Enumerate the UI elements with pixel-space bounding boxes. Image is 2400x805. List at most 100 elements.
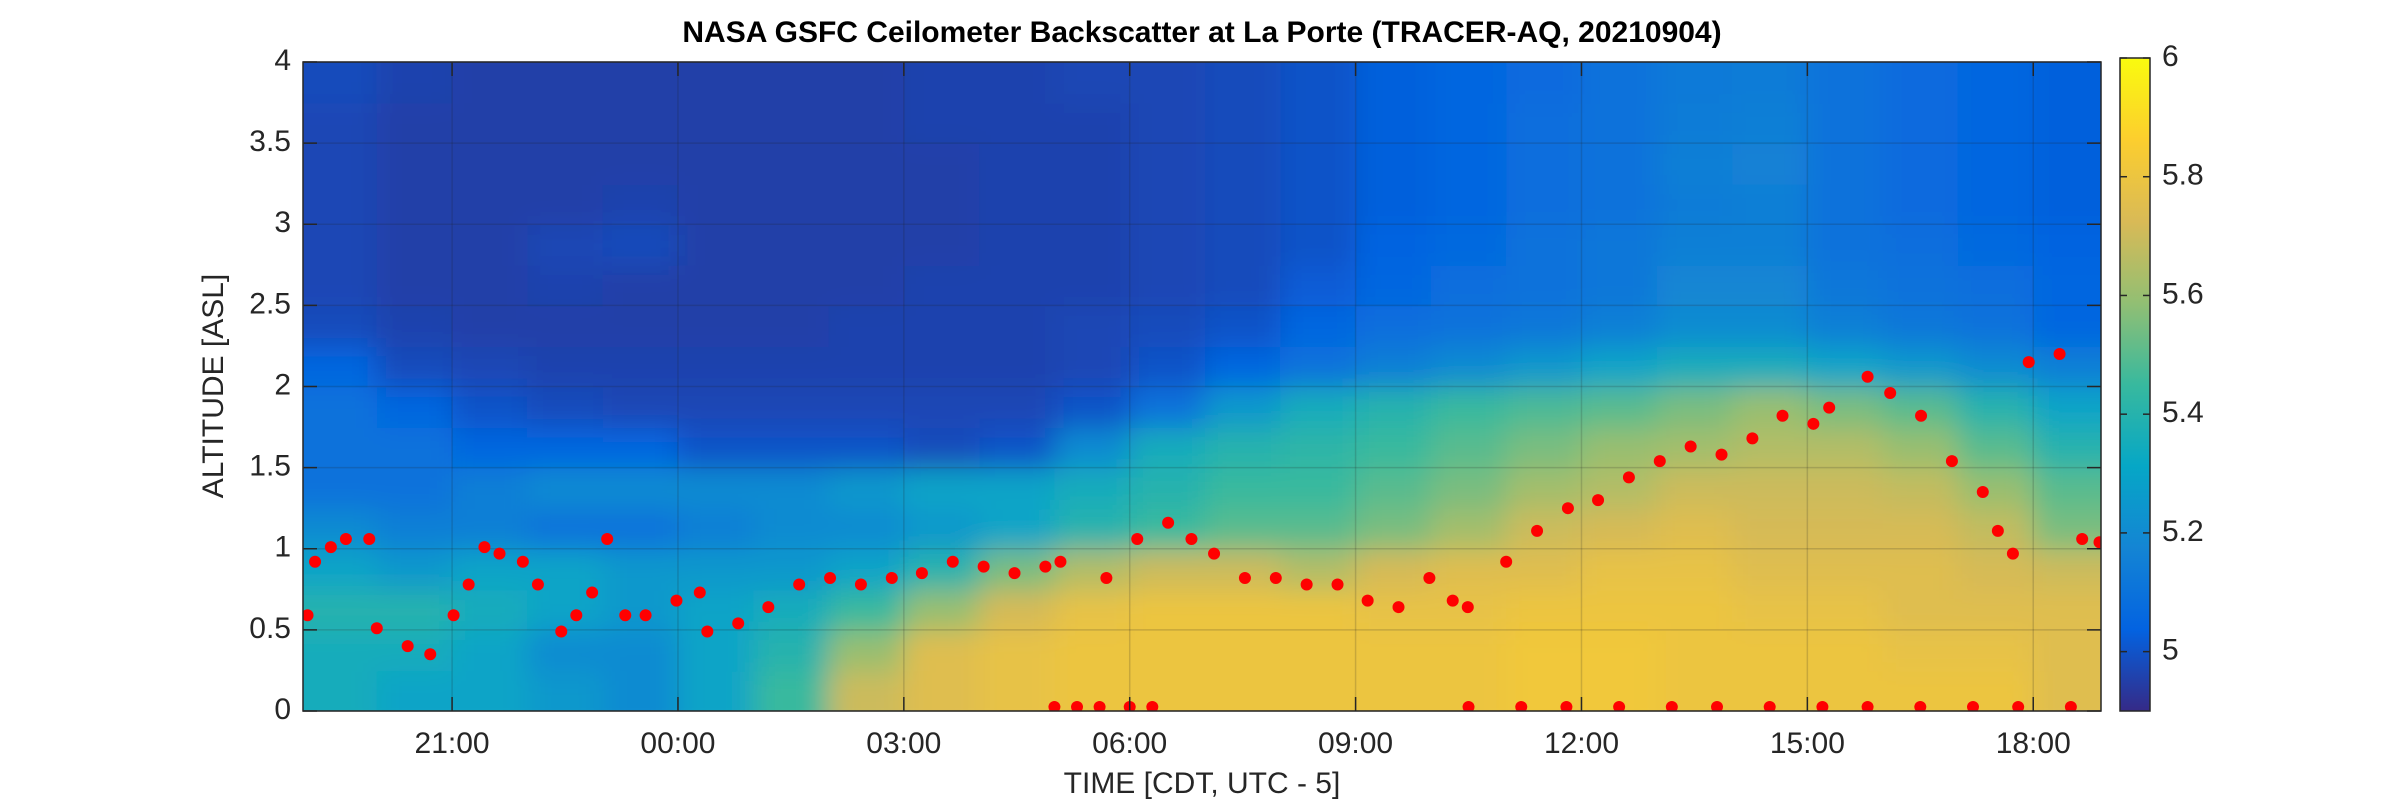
heat-cell xyxy=(452,508,529,550)
heat-cell xyxy=(1506,305,1583,347)
heat-cell xyxy=(1656,629,1734,672)
point xyxy=(1269,571,1282,584)
heat-cell xyxy=(1355,467,1432,510)
heat-cell xyxy=(1280,467,1357,510)
heat-cell xyxy=(1129,589,1207,631)
heat-cell xyxy=(1581,183,1658,226)
point xyxy=(1653,455,1666,468)
heat-cell xyxy=(1430,264,1508,307)
heat-cell xyxy=(903,427,981,469)
point xyxy=(1746,432,1759,445)
axes: 21:00 00:00 03:00 06:00 09:00 12:00 15:00 18:00… xyxy=(249,44,2102,760)
heat-cell xyxy=(1957,427,2035,469)
heat-cell xyxy=(1957,345,2035,388)
heat-cell xyxy=(1506,467,1583,510)
x-tick-label: 03:00 xyxy=(866,727,941,760)
heat-cell xyxy=(303,102,378,145)
point xyxy=(701,625,714,638)
heat-cell xyxy=(828,345,905,388)
heat-cell xyxy=(1430,386,1508,429)
heat-cell xyxy=(1732,345,1809,388)
heat-cell xyxy=(1732,629,1809,672)
heat-cell xyxy=(677,224,755,266)
heat-cell xyxy=(376,62,454,104)
heat-cell xyxy=(753,62,830,104)
point xyxy=(478,541,491,554)
point xyxy=(977,560,990,573)
point xyxy=(1823,401,1836,414)
heat-cell xyxy=(677,305,755,347)
heat-cell xyxy=(677,143,755,185)
heat-cell xyxy=(1581,345,1658,388)
heat-cell xyxy=(1656,386,1734,429)
heat-cell xyxy=(1656,467,1734,510)
point xyxy=(1561,502,1574,515)
heat-cell xyxy=(303,670,378,711)
heat-cell xyxy=(1430,224,1508,266)
heat-cell xyxy=(602,102,679,145)
heat-cell xyxy=(376,345,454,388)
heat-cell xyxy=(1506,62,1583,104)
point xyxy=(516,555,529,568)
heat-cell xyxy=(979,62,1056,104)
point xyxy=(619,609,632,622)
point xyxy=(1361,594,1374,607)
heat-cell xyxy=(1355,629,1432,672)
heat-cell xyxy=(602,305,679,347)
heat-cell xyxy=(1129,183,1207,226)
point xyxy=(493,547,506,560)
y-tick-label: 3 xyxy=(274,206,291,239)
heat-cell xyxy=(527,427,604,469)
heat-cell xyxy=(452,264,529,307)
heat-cell xyxy=(1506,102,1583,145)
heat-cell xyxy=(303,427,378,469)
heat-cell xyxy=(1807,629,1884,672)
heat-cell xyxy=(1957,224,2035,266)
y-tick-label: 3.5 xyxy=(249,125,291,158)
heat-cell xyxy=(376,102,454,145)
heat-cell xyxy=(979,345,1056,388)
heat-cell xyxy=(1280,508,1357,550)
heat-cell xyxy=(1054,467,1131,510)
heat-cell xyxy=(527,508,604,550)
point xyxy=(2093,536,2101,549)
heat-cell xyxy=(1807,62,1884,104)
heat-cell xyxy=(1957,264,2035,307)
point xyxy=(424,648,437,661)
heat-cell xyxy=(1581,548,1658,591)
heat-cell xyxy=(1205,62,1282,104)
heatmap xyxy=(303,62,2101,711)
point xyxy=(639,609,652,622)
point xyxy=(339,533,352,546)
point xyxy=(462,578,475,591)
heat-cell xyxy=(1656,143,1734,185)
colorbar-scale xyxy=(2119,57,2151,712)
heat-cell xyxy=(903,345,981,388)
heat-cell xyxy=(1656,589,1734,631)
heat-cell xyxy=(1430,305,1508,347)
heat-cell xyxy=(2033,589,2101,631)
heat-cell xyxy=(1355,264,1432,307)
heat-cell xyxy=(1280,386,1357,429)
heat-cell xyxy=(1506,224,1583,266)
y-tick-label: 1.5 xyxy=(249,450,291,483)
y-tick-label: 1 xyxy=(274,531,291,564)
point xyxy=(1054,555,1067,568)
point xyxy=(363,533,376,546)
heat-cell xyxy=(1656,264,1734,307)
heat-cell xyxy=(1656,548,1734,591)
point xyxy=(854,578,867,591)
heat-cell xyxy=(1882,143,1959,185)
heat-cell xyxy=(1581,224,1658,266)
heat-cell xyxy=(1280,548,1357,591)
heat-cell xyxy=(903,183,981,226)
heat-cell xyxy=(1430,183,1508,226)
heat-cell xyxy=(1129,629,1207,672)
heat-cell xyxy=(1807,183,1884,226)
heat-cell xyxy=(979,508,1056,550)
colorbar-tick-label: 5 xyxy=(2162,634,2179,667)
point xyxy=(1715,448,1728,461)
point xyxy=(586,586,599,599)
heat-cell xyxy=(979,143,1056,185)
point xyxy=(555,625,568,638)
